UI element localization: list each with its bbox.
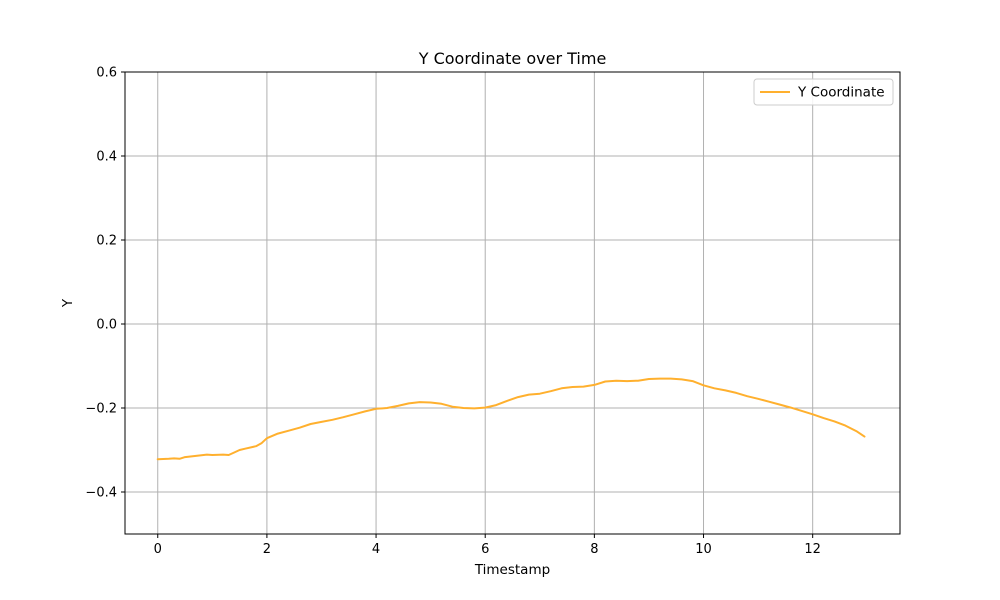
y-tick-label: 0.2 <box>96 234 117 249</box>
x-tick-label: 2 <box>263 542 271 557</box>
legend-label: Y Coordinate <box>797 85 885 101</box>
y-tick-label: −0.4 <box>85 486 117 501</box>
y-tick-label: 0.4 <box>96 150 117 165</box>
x-axis-ticks: 0 2 4 6 8 10 12 <box>154 534 821 557</box>
x-axis-label: Timestamp <box>474 562 550 578</box>
chart-title: Y Coordinate over Time <box>418 49 607 68</box>
legend-box <box>753 78 894 106</box>
legend: Y Coordinate <box>753 78 894 106</box>
x-tick-label: 6 <box>481 542 489 557</box>
series-layer <box>156 377 866 461</box>
y-axis-ticks: −0.4 −0.2 0.0 0.2 0.4 0.6 <box>85 66 125 501</box>
y-tick-label: 0.0 <box>96 318 117 333</box>
y-tick-label: −0.2 <box>85 402 117 417</box>
plot-frame <box>124 71 901 535</box>
series-line-y-coordinate <box>156 377 866 461</box>
x-tick-label: 8 <box>590 542 598 557</box>
y-axis-label: Y <box>60 298 76 308</box>
grid-lines <box>125 71 900 534</box>
x-tick-label: 10 <box>695 542 712 557</box>
x-tick-label: 0 <box>154 542 162 557</box>
x-tick-label: 12 <box>804 542 821 557</box>
x-tick-label: 4 <box>372 542 380 557</box>
y-tick-label: 0.6 <box>96 66 117 81</box>
